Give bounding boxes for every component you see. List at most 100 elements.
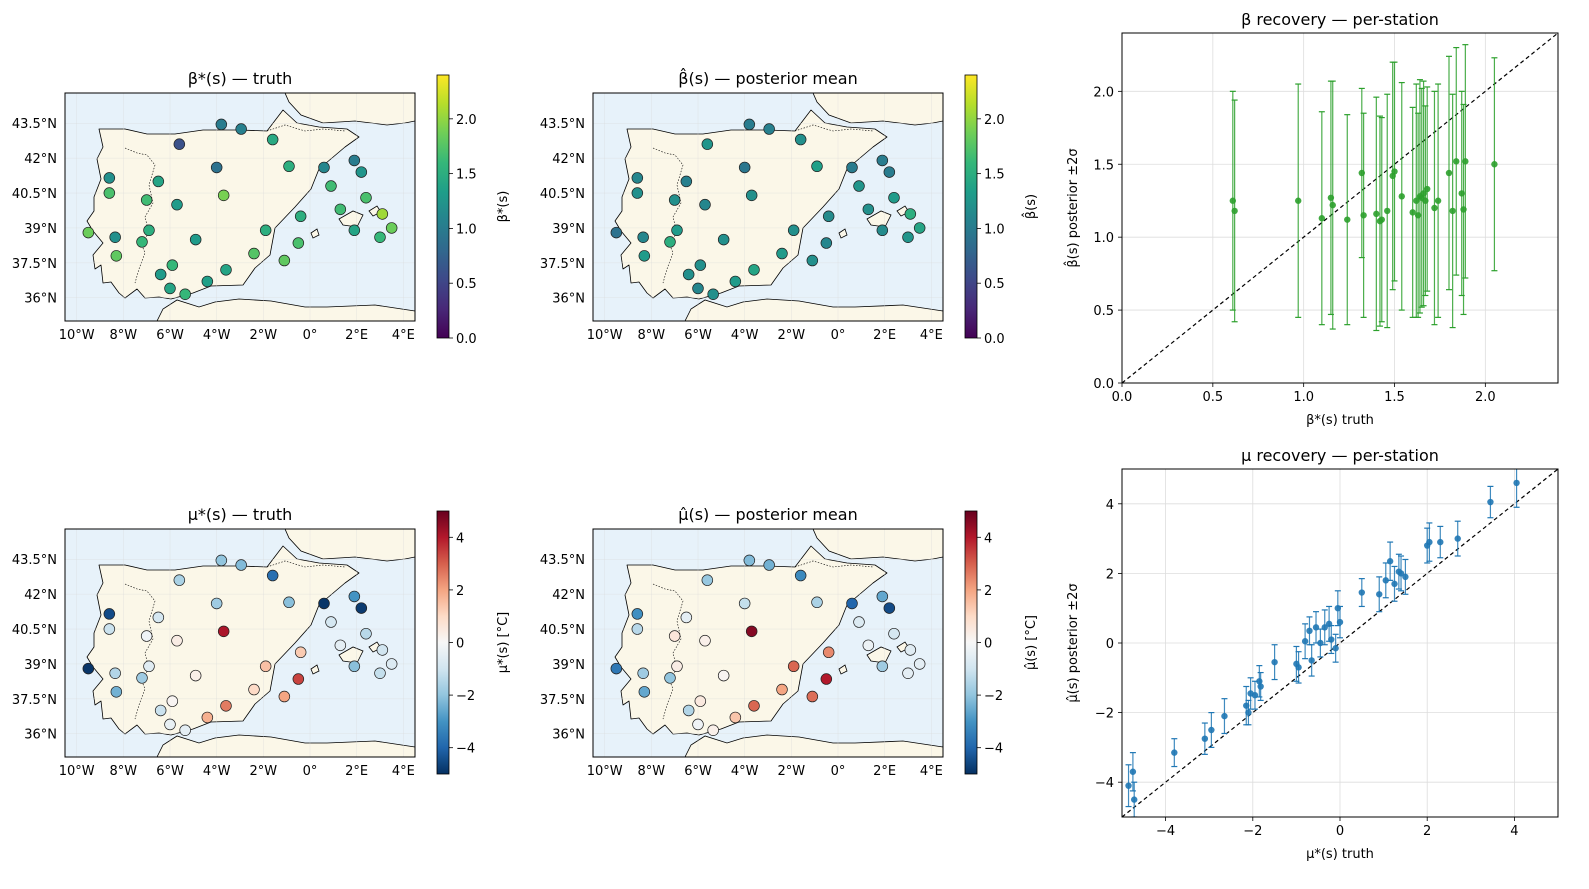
data-point [1391, 565, 1398, 602]
station-marker [103, 623, 116, 635]
point-marker [1344, 216, 1351, 223]
colorbar-tick-label: 0.5 [984, 277, 1005, 292]
data-point [1256, 665, 1263, 698]
station-marker [671, 660, 683, 673]
lat-tick-label: 36°N [24, 292, 57, 307]
data-point [1454, 520, 1461, 557]
x-tick-label: 1.0 [1293, 390, 1314, 405]
data-point [1487, 485, 1494, 519]
station-marker [876, 660, 889, 673]
station-marker [82, 662, 95, 675]
station-marker [152, 175, 165, 188]
lat-tick-label: 37.5°N [12, 693, 57, 708]
point-marker [1453, 158, 1460, 165]
station-marker [173, 574, 186, 586]
point-marker [1386, 558, 1394, 565]
point-marker [1171, 749, 1178, 756]
station-marker [811, 160, 823, 173]
station-marker [694, 695, 707, 707]
station-marker [888, 191, 900, 204]
colorbar-tick-label: 1.5 [456, 168, 477, 183]
point-marker [1301, 638, 1309, 645]
station-marker [164, 282, 176, 295]
map-frame [592, 92, 944, 322]
station-marker [164, 718, 176, 731]
lon-tick-label: 10°W [59, 764, 95, 779]
point-marker [1373, 210, 1380, 218]
point-marker [1431, 204, 1438, 212]
lat-tick-label: 37.5°N [12, 257, 57, 272]
station-marker [682, 268, 695, 281]
data-point [1402, 558, 1409, 595]
lon-tick-label: 8°W [110, 764, 138, 779]
station-marker [717, 233, 730, 246]
station-marker [355, 602, 368, 614]
station-marker [348, 154, 361, 167]
x-tick-label: 1.5 [1384, 390, 1405, 405]
point-marker [1382, 577, 1389, 584]
station-marker [846, 161, 858, 174]
map-area [593, 529, 943, 757]
lon-tick-label: 4°E [920, 328, 943, 343]
station-marker [692, 282, 704, 295]
station-marker [248, 683, 260, 696]
point-marker [1125, 782, 1132, 789]
station-marker [638, 250, 651, 262]
station-marker [334, 203, 347, 216]
station-marker [745, 189, 758, 202]
point-marker [1208, 726, 1215, 734]
data-point [1386, 541, 1394, 581]
map-area [65, 93, 415, 321]
station-marker [664, 236, 676, 248]
colorbar-tick-label: 2.0 [984, 113, 1005, 128]
axes-frame [1121, 32, 1559, 384]
point-marker [1376, 591, 1383, 598]
station-marker [680, 611, 693, 624]
chart-title: μ recovery — per-station [1241, 446, 1439, 465]
station-marker [179, 288, 191, 300]
data-point [1397, 555, 1405, 592]
station-marker [140, 630, 153, 642]
station-marker [235, 559, 247, 571]
point-marker [1201, 735, 1209, 742]
station-marker [374, 667, 386, 679]
lon-tick-label: 4°E [392, 328, 415, 343]
data-point [1332, 633, 1339, 663]
station-marker [913, 658, 926, 670]
x-axis-label: β*(s) truth [1306, 413, 1374, 428]
station-marker [334, 639, 347, 652]
station-marker [171, 198, 183, 211]
point-marker [1308, 657, 1315, 664]
station-marker [707, 288, 719, 300]
station-marker [631, 187, 644, 199]
station-marker [152, 611, 165, 624]
station-marker [682, 704, 695, 717]
lon-tick-label: 0° [831, 328, 846, 343]
point-marker [1391, 168, 1398, 175]
lat-tick-label: 43.5°N [540, 553, 585, 568]
colorbar-label: β*(s) [496, 191, 511, 223]
colorbar: −4 −2 0 2 4 μ̂(s) [°C] [964, 510, 1039, 775]
data-point [1208, 712, 1215, 748]
panel-title: μ̂(s) — posterior mean [678, 505, 857, 524]
lon-tick-label: 8°W [638, 764, 666, 779]
point-marker [1454, 535, 1461, 542]
station-marker [109, 667, 121, 679]
station-marker [876, 224, 889, 237]
point-marker [1360, 212, 1367, 219]
x-tick-label: 2 [1423, 824, 1431, 839]
station-marker [376, 644, 389, 656]
point-marker [1391, 580, 1398, 588]
station-marker [631, 623, 644, 635]
data-point [1221, 698, 1228, 735]
colorbar-tick-label: −2 [456, 689, 475, 704]
station-marker [278, 254, 291, 267]
data-point [1434, 83, 1442, 318]
station-marker [806, 690, 819, 703]
data-point [1491, 57, 1498, 272]
y-tick-label: 1.5 [1093, 158, 1114, 173]
data-point [1318, 111, 1326, 326]
station-marker [248, 247, 260, 260]
data-point [1378, 116, 1385, 323]
